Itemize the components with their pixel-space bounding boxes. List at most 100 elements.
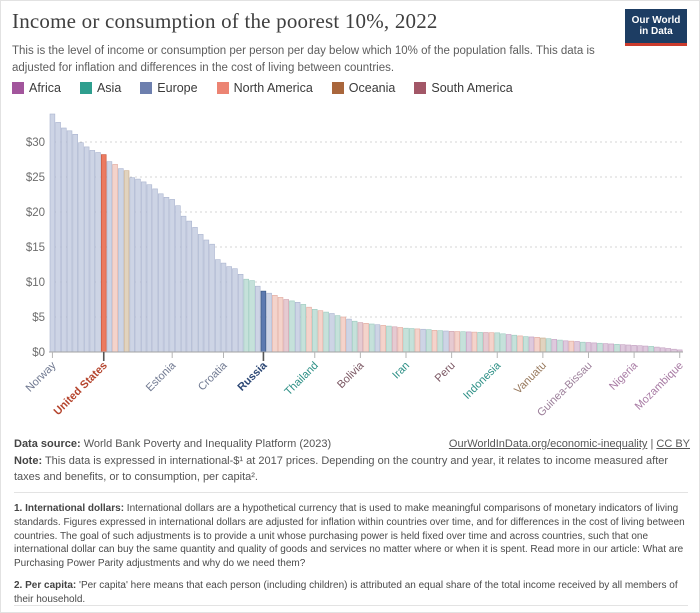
bar[interactable] (477, 332, 483, 353)
bar[interactable] (260, 290, 267, 353)
bar[interactable] (61, 127, 67, 353)
country-label-estonia[interactable]: Estonia (144, 359, 179, 394)
country-label-bolivia[interactable]: Bolivia (335, 359, 367, 391)
bar[interactable] (72, 133, 78, 353)
bar[interactable] (186, 220, 193, 353)
bar[interactable] (226, 266, 232, 353)
bar[interactable] (300, 304, 307, 353)
bar[interactable] (118, 168, 124, 353)
bar[interactable] (551, 339, 557, 353)
bar[interactable] (237, 274, 244, 353)
bar[interactable] (135, 178, 141, 353)
bar[interactable] (140, 181, 147, 353)
bar[interactable] (460, 331, 466, 353)
bar[interactable] (95, 152, 101, 353)
bar[interactable] (83, 146, 90, 353)
legend-item-europe[interactable]: Europe (140, 81, 198, 95)
bar[interactable] (386, 325, 392, 353)
bar[interactable] (631, 345, 637, 353)
bar[interactable] (351, 320, 358, 353)
bar[interactable] (283, 299, 289, 353)
bar[interactable] (89, 150, 96, 353)
cc-by-link[interactable]: CC BY (656, 438, 690, 450)
bar[interactable] (591, 342, 597, 353)
owid-logo[interactable]: Our World in Data (625, 9, 687, 46)
bar[interactable] (220, 262, 227, 353)
bar[interactable] (340, 316, 346, 353)
bar[interactable] (112, 164, 118, 353)
legend-item-asia[interactable]: Asia (79, 81, 121, 95)
bar[interactable] (357, 322, 364, 353)
bar[interactable] (197, 234, 204, 353)
country-label-iran[interactable]: Iran (390, 360, 412, 382)
bar[interactable] (78, 142, 84, 353)
bar[interactable] (317, 310, 324, 353)
bar[interactable] (642, 345, 649, 353)
bar[interactable] (329, 313, 335, 353)
bar[interactable] (557, 339, 563, 353)
bar[interactable] (488, 332, 495, 353)
bar[interactable] (163, 197, 170, 353)
bar[interactable] (374, 324, 381, 353)
bar[interactable] (306, 306, 312, 353)
bar[interactable] (203, 239, 210, 353)
bar[interactable] (66, 130, 73, 353)
bar[interactable] (414, 328, 421, 353)
bar[interactable] (562, 340, 569, 353)
bar[interactable] (106, 161, 113, 353)
bar[interactable] (55, 122, 61, 353)
bar[interactable] (49, 113, 56, 353)
country-label-russia[interactable]: Russia (236, 359, 271, 394)
bar[interactable] (426, 329, 432, 353)
bar[interactable] (363, 323, 369, 353)
bar[interactable] (494, 332, 500, 353)
bar[interactable] (585, 342, 592, 353)
bar[interactable] (397, 327, 404, 353)
bar[interactable] (511, 334, 518, 353)
bar[interactable] (323, 311, 329, 353)
bar[interactable] (625, 344, 632, 353)
bar[interactable] (619, 344, 626, 353)
bar[interactable] (312, 309, 318, 353)
bar[interactable] (272, 295, 278, 353)
country-label-nigeria[interactable]: Nigeria (607, 359, 641, 393)
bar[interactable] (420, 328, 426, 353)
bar[interactable] (648, 346, 654, 353)
bar[interactable] (123, 170, 130, 353)
country-label-thailand[interactable]: Thailand (283, 360, 321, 398)
bar[interactable] (528, 336, 535, 353)
legend-item-africa[interactable]: Africa (12, 81, 61, 95)
bar[interactable] (437, 330, 443, 353)
country-label-norway[interactable]: Norway (24, 359, 59, 394)
bar[interactable] (608, 343, 615, 353)
bar[interactable] (232, 268, 238, 353)
bar[interactable] (169, 199, 175, 353)
bar[interactable] (334, 315, 341, 353)
bar[interactable] (243, 278, 250, 353)
bar[interactable] (534, 337, 540, 353)
bar[interactable] (448, 331, 455, 353)
bar[interactable] (175, 205, 181, 353)
bar[interactable] (152, 188, 158, 353)
legend-item-oceania[interactable]: Oceania (331, 81, 395, 95)
bar[interactable] (665, 348, 672, 353)
bar[interactable] (500, 333, 506, 353)
bar[interactable] (408, 328, 415, 353)
bar[interactable] (192, 227, 198, 353)
bar[interactable] (505, 334, 512, 353)
bar[interactable] (146, 184, 153, 353)
bar[interactable] (614, 344, 620, 353)
country-label-peru[interactable]: Peru (433, 360, 458, 385)
bar[interactable] (255, 285, 261, 353)
bar[interactable] (443, 330, 449, 353)
country-label-croatia[interactable]: Croatia (196, 359, 230, 393)
bar[interactable] (249, 280, 255, 353)
bar[interactable] (294, 302, 301, 353)
country-label-indonesia[interactable]: Indonesia (461, 359, 504, 402)
bar[interactable] (180, 215, 187, 353)
bar[interactable] (659, 347, 666, 353)
legend-item-south-america[interactable]: South America (414, 81, 513, 95)
bar[interactable] (654, 346, 660, 353)
bar[interactable] (129, 177, 135, 353)
bar[interactable] (545, 338, 552, 353)
